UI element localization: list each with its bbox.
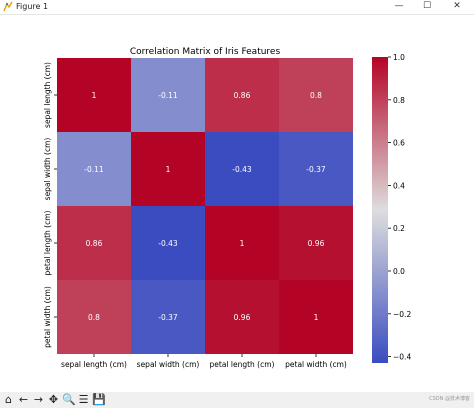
heatmap-cell [131,58,205,132]
heatmap-cell [57,132,131,206]
heatmap-cell [279,206,353,280]
maximize-button[interactable]: ☐ [422,1,432,11]
home-icon[interactable]: ⌂ [5,393,12,406]
close-button[interactable]: ✕ [453,1,461,11]
figure-canvas: Correlation Matrix of Iris Features 1 -0.… [0,15,474,391]
y-tick-label: petal length (cm) [43,210,52,275]
cell-annotation: 1 [166,165,171,174]
x-tick-label: petal width (cm) [285,360,347,369]
zoom-icon[interactable]: 🔍 [62,393,76,406]
heatmap-cell [205,132,279,206]
save-icon[interactable]: 💾 [92,393,106,406]
cell-annotation: 1 [92,91,97,100]
cell-annotation: -0.37 [158,313,178,322]
heatmap-cell [131,280,205,354]
cell-annotation: 0.86 [234,91,251,100]
heatmap-cell [279,280,353,354]
y-tick-label: sepal length (cm) [43,62,52,128]
heatmap-cell [205,206,279,280]
minimize-button[interactable]: — [394,1,404,11]
heatmap-chart: Correlation Matrix of Iris Features 1 -0.… [43,47,411,369]
cell-annotation: -0.11 [158,91,178,100]
window-title: Figure 1 [16,2,49,11]
y-tick-label: petal width (cm) [43,286,52,348]
cell-annotation: 1 [240,239,245,248]
cell-annotation: 0.8 [88,313,100,322]
heatmap-cells: 1 -0.11 0.86 0.8 -0.11 1 -0.43 -0.37 0.86 -0.43 1 0… [57,58,353,354]
colorbar-tick-label: 0.0 [393,267,405,276]
colorbar-tick-label: −0.4 [393,353,411,362]
heatmap-cell [279,58,353,132]
colorbar-tick-label: −0.2 [393,310,411,319]
colorbar-gradient [372,57,388,363]
watermark-text: CSDN @技术博客 [429,396,470,402]
pan-icon[interactable]: ✥ [48,393,59,406]
back-arrow-icon[interactable]: ← [18,393,29,406]
x-tick-label: sepal width (cm) [137,360,200,369]
heatmap-cell [205,280,279,354]
colorbar-tick-label: 0.4 [393,181,405,190]
cell-annotation: 0.86 [86,239,103,248]
heatmap-cell [279,132,353,206]
configure-subplots-icon[interactable]: ☰ [78,393,89,406]
matplotlib-app-icon [3,1,13,12]
heatmap-cell [57,280,131,354]
colorbar-tick-label: 0.2 [393,224,405,233]
y-axis-labels: sepal length (cm) sepal width (cm) petal l… [43,62,57,348]
heatmap-cell [131,132,205,206]
cell-annotation: 0.96 [308,239,325,248]
cell-annotation: -0.11 [84,165,104,174]
cell-annotation: -0.37 [306,165,326,174]
colorbar-tick-label: 0.6 [393,139,405,148]
window-titlebar: Figure 1 — ☐ ✕ [0,0,474,15]
chart-title: Correlation Matrix of Iris Features [130,47,281,57]
cell-annotation: 1 [314,313,319,322]
cell-annotation: 0.96 [234,313,251,322]
cell-annotation: -0.43 [158,239,178,248]
heatmap-cell [57,58,131,132]
colorbar-tick-label: 1.0 [393,53,405,62]
colorbar-tick-label: 0.8 [393,96,405,105]
colorbar: 1.0 0.8 0.6 0.4 0.2 0.0 −0.2 −0.4 [372,53,411,363]
heatmap-cell [57,206,131,280]
x-tick-label: sepal length (cm) [61,360,127,369]
x-tick-label: petal length (cm) [210,360,275,369]
cell-annotation: 0.8 [310,91,322,100]
y-tick-label: sepal width (cm) [43,138,52,201]
cell-annotation: -0.43 [232,165,252,174]
forward-arrow-icon[interactable]: → [33,393,44,406]
x-axis-labels: sepal length (cm) sepal width (cm) petal l… [61,354,347,369]
heatmap-cell [131,206,205,280]
heatmap-cell [205,58,279,132]
navigation-toolbar: ⌂ ← → ✥ 🔍 ☰ 💾 CSDN @技术博客 [0,392,474,408]
